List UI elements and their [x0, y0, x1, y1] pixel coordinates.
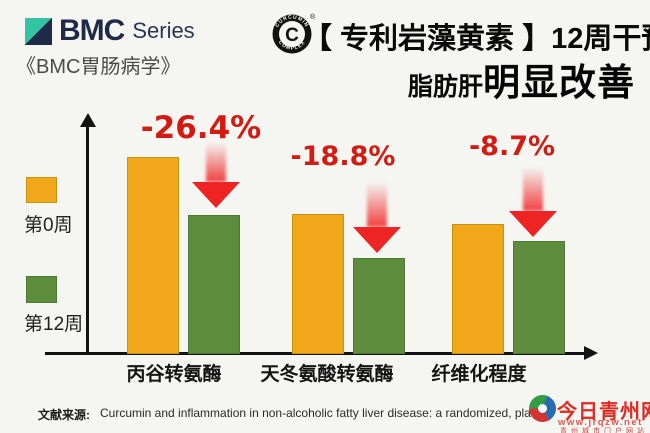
bar-group-fibrosis — [452, 154, 565, 354]
arrow-shaft — [367, 182, 387, 227]
registered-mark: ® — [310, 13, 315, 21]
bar-alt-week12 — [188, 215, 240, 354]
bmc-brand: BMC — [59, 14, 125, 47]
title-fatty-liver: 脂肪肝 — [407, 73, 483, 101]
legend-swatch-week0 — [26, 177, 57, 203]
watermark-site-name: 今日青州网 — [557, 401, 650, 423]
arrow-shaft — [206, 142, 226, 182]
arrow-head — [353, 227, 401, 253]
bar-group-alt — [127, 154, 240, 354]
bmc-logo-icon — [25, 17, 52, 45]
bar-fibrosis-week0 — [452, 224, 504, 354]
bar-ast-week12 — [353, 258, 405, 354]
bar-alt-week0 — [127, 157, 179, 354]
bar-fibrosis-week12 — [513, 241, 565, 354]
bmc-series: Series — [132, 18, 195, 43]
curcumin-seal-icon: CURCUMIN COMPLEX C ® — [272, 13, 315, 54]
arrow-shaft — [523, 167, 543, 211]
legend-label-week0: 第0周 — [24, 215, 73, 236]
title-improved: 明显改善 — [483, 62, 635, 103]
source-label: 文献来源: — [38, 408, 90, 422]
reduction-label-alt: -26.4% — [140, 110, 262, 146]
arrow-head — [192, 182, 240, 208]
down-arrow-icon-ast — [353, 182, 401, 253]
watermark-url: www.jrqzw.net — [558, 417, 643, 428]
category-label-alt: 丙谷转氨酶 — [126, 364, 222, 385]
category-label-ast: 天冬氨酸转氨酶 — [260, 364, 394, 385]
watermark-tagline: 青州城市门户网站 — [560, 428, 648, 433]
reduction-label-ast: -18.8% — [290, 141, 396, 172]
y-axis — [86, 126, 89, 354]
bmc-logo: BMC Series — [25, 14, 195, 48]
seal-letter: C — [285, 25, 299, 46]
legend-label-week12: 第12周 — [24, 314, 84, 335]
down-arrow-icon-fibrosis — [509, 167, 557, 237]
reduction-label-fibrosis: -8.7% — [468, 131, 556, 162]
bar-ast-week0 — [292, 214, 344, 354]
main-title-line1: 【 专利岩藻黄素 】12周干预 — [303, 23, 650, 55]
category-label-fibrosis: 纤维化程度 — [431, 364, 527, 385]
y-axis-arrow-icon — [79, 113, 96, 127]
bar-group-ast — [292, 154, 405, 354]
legend-swatch-week12 — [26, 276, 57, 303]
x-axis-arrow-icon — [584, 346, 598, 360]
down-arrow-icon-alt — [192, 142, 240, 208]
arrow-head — [509, 211, 557, 237]
journal-name: 《BMC胃肠病学》 — [16, 56, 181, 78]
main-title-line2: 脂肪肝 明显改善 — [408, 52, 635, 106]
watermark-logo-icon — [529, 395, 556, 422]
citation-text: Curcumin and inflammation in non-alcohol… — [100, 406, 538, 420]
